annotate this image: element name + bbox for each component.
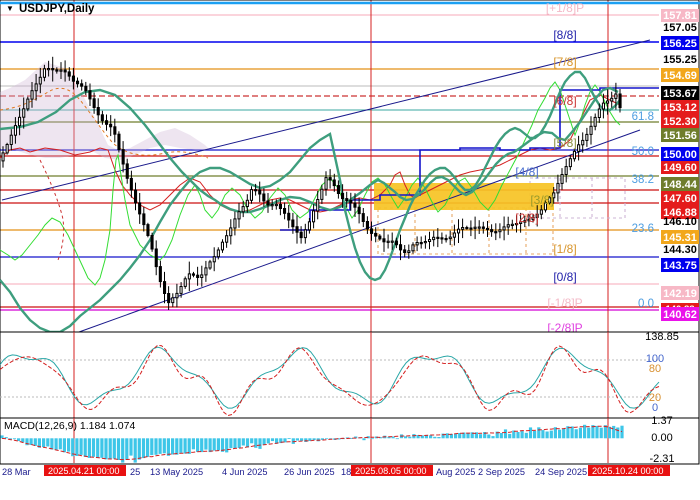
svg-text:[8/8]: [8/8]: [553, 28, 576, 42]
svg-text:[3/8]: [3/8]: [530, 193, 553, 207]
svg-text:152.30: 152.30: [663, 116, 697, 128]
svg-text:2025.10.24 00:00: 2025.10.24 00:00: [592, 466, 664, 476]
svg-text:154.69: 154.69: [663, 70, 697, 82]
svg-text:138.85: 138.85: [645, 331, 679, 343]
svg-text:61.8: 61.8: [632, 111, 654, 123]
svg-text:50.0: 50.0: [632, 146, 654, 158]
svg-text:140.62: 140.62: [663, 309, 697, 321]
svg-text:144.30: 144.30: [663, 244, 697, 256]
svg-text:2 Sep 2025: 2 Sep 2025: [478, 467, 525, 477]
svg-text:1.37: 1.37: [651, 415, 672, 427]
svg-text:[6/8]: [6/8]: [553, 94, 576, 108]
svg-text:0: 0: [652, 402, 658, 414]
svg-text:4 Jun 2025: 4 Jun 2025: [222, 467, 267, 477]
svg-text:18: 18: [341, 467, 351, 477]
svg-text:[-1/8]P: [-1/8]P: [547, 296, 582, 310]
svg-text:-2.31: -2.31: [649, 453, 674, 465]
svg-text:[5/8]: [5/8]: [553, 136, 576, 150]
svg-text:[+1/8]P: [+1/8]P: [546, 1, 584, 15]
svg-text:38.2: 38.2: [632, 174, 654, 186]
svg-text:157.05: 157.05: [663, 22, 697, 34]
svg-text:[1/8]: [1/8]: [553, 242, 576, 256]
svg-text:0.00: 0.00: [651, 432, 672, 444]
svg-text:155.25: 155.25: [663, 54, 697, 66]
svg-text:13 May 2025: 13 May 2025: [150, 467, 203, 477]
svg-text:145.31: 145.31: [663, 232, 697, 244]
svg-text:Aug 2025: Aug 2025: [436, 467, 475, 477]
svg-text:142.19: 142.19: [663, 288, 697, 300]
svg-text:146.10: 146.10: [663, 216, 697, 228]
svg-text:153.12: 153.12: [663, 102, 697, 114]
svg-text:[4/8]: [4/8]: [515, 165, 538, 179]
svg-text:2025.08.05 00:00: 2025.08.05 00:00: [355, 466, 427, 476]
svg-text:149.60: 149.60: [663, 162, 697, 174]
svg-text:[2/8]: [2/8]: [515, 211, 538, 225]
svg-text:80: 80: [649, 363, 661, 375]
svg-text:151.56: 151.56: [663, 130, 697, 142]
svg-text:157.81: 157.81: [663, 10, 697, 22]
svg-text:148.44: 148.44: [663, 179, 698, 191]
svg-text:25: 25: [130, 467, 140, 477]
svg-text:MACD(12,26,9) 1.184 1.074: MACD(12,26,9) 1.184 1.074: [4, 420, 135, 432]
svg-text:150.00: 150.00: [663, 149, 697, 161]
svg-text:2025.04.21 00:00: 2025.04.21 00:00: [48, 466, 120, 476]
svg-text:156.25: 156.25: [663, 38, 697, 50]
svg-text:26 Jun 2025: 26 Jun 2025: [284, 467, 335, 477]
svg-text:153.67: 153.67: [663, 88, 697, 100]
svg-text:143.75: 143.75: [663, 260, 697, 272]
svg-text:0.0: 0.0: [638, 298, 654, 310]
svg-text:23.6: 23.6: [632, 223, 654, 235]
svg-text:147.60: 147.60: [663, 193, 697, 205]
svg-text:24 Sep 2025: 24 Sep 2025: [535, 467, 587, 477]
svg-text:28 Mar: 28 Mar: [2, 467, 31, 477]
svg-text:[0/8]: [0/8]: [553, 270, 576, 284]
svg-text:[7/8]: [7/8]: [553, 55, 576, 69]
